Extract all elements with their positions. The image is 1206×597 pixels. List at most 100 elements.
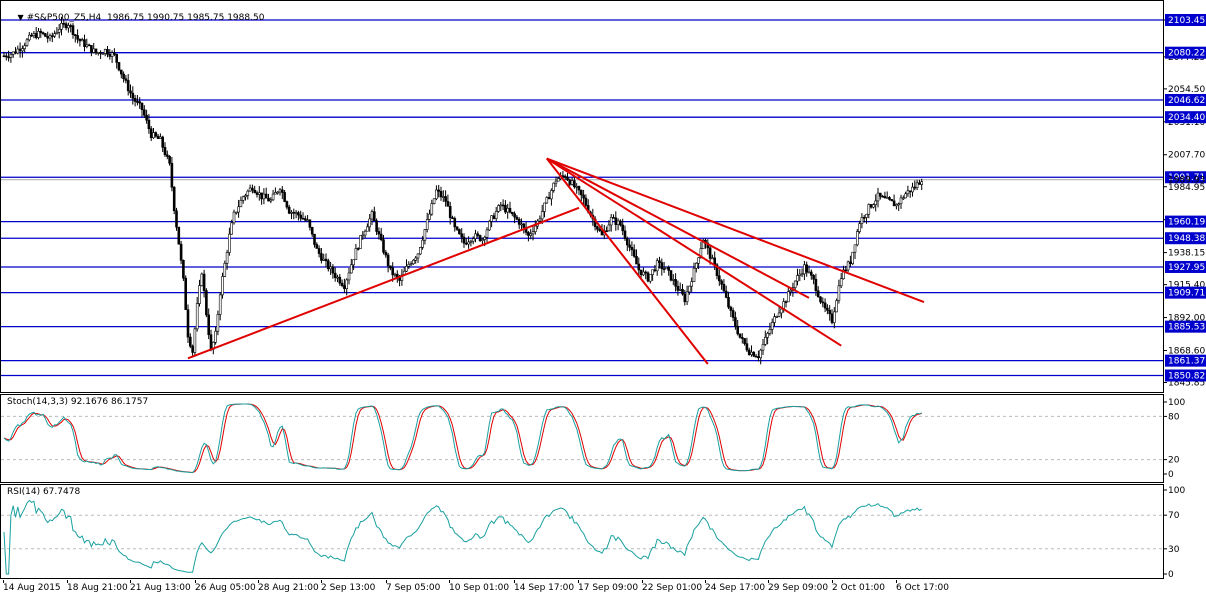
candle-body [375, 220, 378, 232]
candle-body [154, 132, 158, 137]
candle-body [32, 33, 36, 37]
candle-body [416, 253, 420, 259]
candle-body [60, 23, 63, 30]
trend-line[interactable] [546, 157, 810, 299]
stoch-plot-frame [0, 394, 1164, 483]
candle-body [76, 35, 79, 40]
candle-body [533, 225, 537, 233]
candle-body [487, 221, 491, 231]
candle-body [287, 206, 291, 214]
price-chart[interactable]: 2103.452077.252054.502031.102007.701984.… [0, 0, 1206, 393]
candle-body [623, 230, 627, 239]
candle-body [244, 195, 247, 198]
candle-body [225, 252, 229, 264]
candle-body [577, 186, 581, 191]
candle-body [915, 182, 919, 188]
candle-body [44, 33, 47, 37]
candle-body [18, 48, 22, 52]
candle-body [658, 260, 661, 263]
candle-body [828, 310, 832, 315]
candle-body [729, 306, 733, 311]
candle-body [483, 237, 487, 240]
candle-body [540, 211, 544, 220]
candle-body [90, 45, 93, 53]
chart-title: ▼ #S&P500_Z5,H4 1986.75 1990.75 1985.75 1… [6, 3, 264, 33]
candle-body [474, 233, 477, 239]
level-tag-label: 1991.71 [1168, 173, 1205, 183]
candle-body [655, 260, 659, 272]
candle-body [743, 338, 746, 344]
trend-line[interactable] [546, 157, 925, 304]
candle-body [363, 230, 367, 236]
candle-body [283, 192, 286, 202]
candle-body [55, 32, 59, 34]
candle-body [322, 258, 326, 261]
candle-body [389, 265, 392, 269]
time-tick-mark [3, 580, 4, 583]
candle-body [768, 329, 772, 334]
candle-body [596, 226, 599, 230]
price-pane[interactable]: 2103.452077.252054.502031.102007.701984.… [0, 0, 1206, 393]
candle-body [221, 276, 224, 296]
candle-body [299, 214, 303, 219]
candle-body [310, 226, 314, 235]
candle-body [688, 285, 691, 293]
candle-body [71, 25, 75, 35]
time-tick-mark [386, 580, 387, 583]
candle-body [740, 337, 744, 339]
candle-body [481, 239, 484, 241]
candle-body [763, 337, 767, 345]
candle-body [189, 336, 192, 347]
candle-body [435, 189, 438, 200]
candle-body [835, 300, 838, 313]
candle-body [120, 69, 123, 75]
stoch-chart[interactable]: 100 80 20 0 [0, 394, 1206, 484]
candle-body [257, 192, 261, 195]
rsi-chart[interactable]: 100 70 30 0 [0, 484, 1206, 580]
candle-body [255, 192, 259, 195]
candle-body [129, 90, 132, 94]
candle-body [527, 232, 530, 236]
candle-body [382, 239, 385, 253]
dropdown-arrow-icon[interactable]: ▼ [17, 13, 24, 22]
candle-body [313, 233, 316, 245]
candle-body [228, 233, 231, 253]
trend-line[interactable] [546, 157, 842, 347]
candle-body [681, 288, 684, 295]
candle-body [531, 231, 535, 235]
stoch-pane[interactable]: 100 80 20 0 Stoch(14,3,3) 92.1676 86.1757 [0, 394, 1206, 484]
candle-body [775, 316, 779, 318]
candle-body [25, 39, 29, 46]
level-tag-label: 1885.53 [1168, 323, 1205, 333]
trend-line[interactable] [546, 157, 709, 365]
candle-body [377, 231, 381, 235]
time-tick-mark [321, 580, 322, 583]
candle-body [214, 330, 217, 343]
candle-body [676, 285, 680, 291]
candle-body [166, 154, 169, 157]
candle-body [515, 216, 519, 220]
candle-body [911, 186, 914, 193]
level-tag [1165, 215, 1206, 228]
candle-body [865, 213, 868, 218]
trend-line[interactable] [187, 206, 580, 360]
candle-body [345, 279, 349, 289]
candle-body [727, 297, 730, 308]
candle-body [331, 266, 335, 274]
stoch-tick-label: 80 [1168, 412, 1180, 422]
candle-body [34, 33, 38, 38]
time-tick-label: 28 Aug 21:00 [258, 583, 319, 593]
candle-body [248, 187, 252, 192]
price-tick-label: 1892.00 [1168, 314, 1205, 324]
candle-body [338, 276, 342, 284]
time-tick-mark [258, 580, 259, 583]
candle-body [48, 35, 52, 39]
candle-body [662, 268, 666, 270]
candle-body [826, 307, 829, 311]
level-tag [1165, 354, 1206, 367]
time-tick-mark [896, 580, 897, 583]
rsi-pane[interactable]: 100 70 30 0 RSI(14) 67.7478 [0, 484, 1206, 580]
time-tick-label: 22 Sep 01:00 [642, 583, 703, 593]
candle-body [198, 285, 201, 304]
candle-body [469, 240, 473, 243]
